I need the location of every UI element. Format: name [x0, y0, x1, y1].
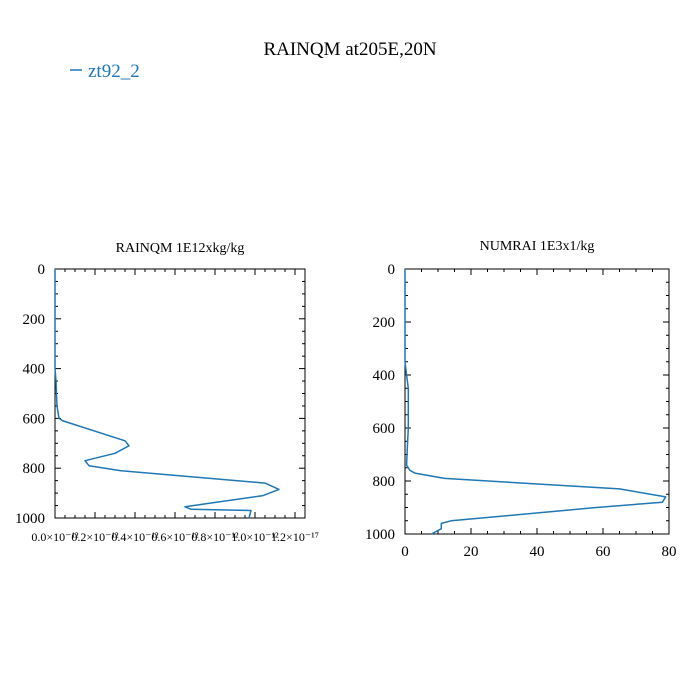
- x-tick-label: 0.8×10⁻¹²: [191, 530, 239, 544]
- x-tick-label: 0.4×10⁻¹²: [111, 530, 159, 544]
- panel-title: NUMRAI 1E3x1/kg: [480, 239, 595, 254]
- panel-title: RAINQM 1E12xkg/kg: [116, 241, 245, 256]
- x-tick-label: 20: [464, 544, 479, 560]
- y-tick-label: 800: [23, 461, 46, 477]
- y-tick-label: 600: [23, 411, 46, 427]
- y-tick-label: 400: [23, 362, 46, 378]
- y-tick-label: 600: [373, 421, 396, 437]
- x-tick-label: 1.2×10⁻¹⁷: [271, 530, 319, 544]
- x-tick-label: 0: [401, 544, 409, 560]
- x-tick-label: 0.0×10⁻¹²: [31, 530, 79, 544]
- legend: zt92_2: [70, 61, 140, 82]
- legend-label: zt92_2: [88, 61, 140, 82]
- series-line: [54, 269, 280, 519]
- x-tick-label: 80: [662, 544, 677, 560]
- series-line: [404, 269, 667, 535]
- y-tick-label: 0: [38, 262, 46, 278]
- plot-frame: [54, 268, 306, 519]
- x-tick-label: 0.6×10⁻¹²: [151, 530, 199, 544]
- x-tick-label: 1.0×10⁻¹²: [231, 530, 279, 544]
- x-tick-label: 0.2×10⁻¹²: [71, 530, 119, 544]
- y-tick-label: 200: [23, 312, 46, 328]
- x-tick-label: 40: [530, 544, 545, 560]
- rainqm-panel: RAINQM 1E12xkg/kg 0 200 400 600 800 1000 0.0×10…: [15, 241, 319, 544]
- y-tick-label: 1000: [15, 511, 45, 527]
- numrai-panel: NUMRAI 1E3x1/kg 0 200 400 600 800 1000 0 20 40 60 8…: [365, 239, 677, 560]
- y-tick-label: 800: [373, 474, 396, 490]
- y-tick-label: 400: [373, 368, 396, 384]
- y-tick-label: 0: [388, 262, 396, 278]
- y-tick-label: 200: [373, 315, 396, 331]
- plot-frame: [404, 268, 670, 535]
- x-tick-label: 60: [596, 544, 611, 560]
- figure-title: RAINQM at205E,20N: [263, 39, 436, 60]
- y-tick-label: 1000: [365, 527, 395, 543]
